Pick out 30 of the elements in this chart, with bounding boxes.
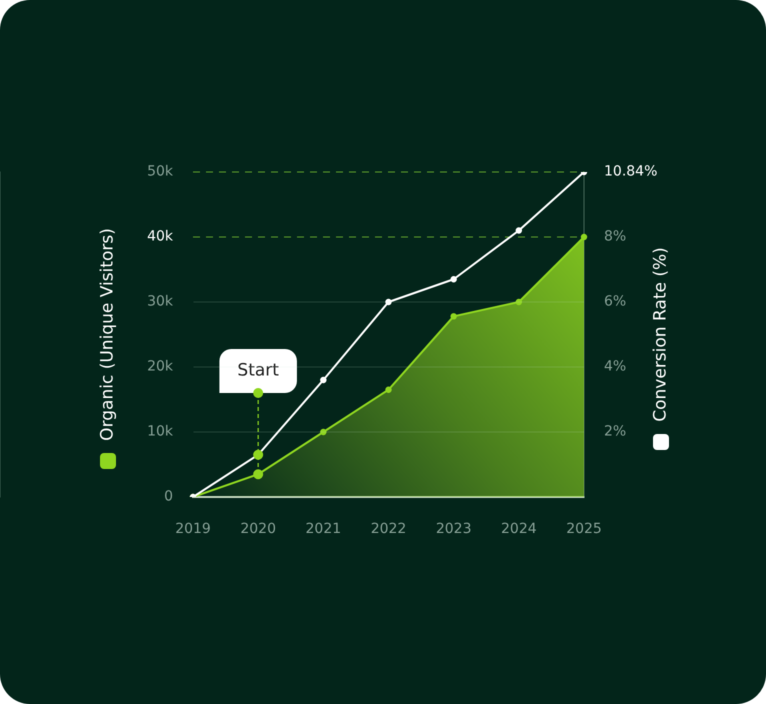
y2-tick-label: 4% bbox=[604, 358, 626, 375]
x-tick-label: 2023 bbox=[436, 521, 472, 538]
x-tick-label: 2021 bbox=[306, 521, 342, 538]
y-tick-label: 30k bbox=[147, 294, 174, 310]
point bbox=[516, 298, 522, 306]
y-tick-label: 40k bbox=[147, 228, 174, 245]
x-tick-label: 2020 bbox=[240, 521, 276, 538]
point bbox=[385, 386, 392, 393]
x-tick-label: 2019 bbox=[175, 521, 211, 538]
y-axis-title: Organic (Unique Visitors) bbox=[97, 228, 118, 441]
y-tick-label: 0 bbox=[164, 488, 173, 505]
x-tick-label: 2022 bbox=[370, 521, 406, 538]
y2-tick-label: 8% bbox=[604, 228, 626, 245]
y2-tick-label: 6% bbox=[604, 294, 626, 310]
y-tick-label: 50k bbox=[147, 164, 174, 180]
x-tick-label: 2025 bbox=[566, 521, 602, 538]
y-tick-label: 20k bbox=[147, 358, 174, 375]
point bbox=[516, 227, 522, 234]
y-tick-label: 10k bbox=[147, 424, 174, 440]
y2-axis-title: Conversion Rate (%) bbox=[650, 247, 670, 422]
annotation: Start bbox=[237, 360, 280, 380]
point bbox=[580, 234, 588, 240]
point bbox=[320, 428, 327, 436]
point bbox=[320, 376, 327, 384]
point bbox=[450, 276, 457, 282]
x-tick-label: 2024 bbox=[501, 521, 537, 538]
point bbox=[450, 313, 457, 320]
point bbox=[385, 298, 392, 306]
y2-tick-label: 2% bbox=[604, 424, 626, 440]
text: 10.84% bbox=[604, 164, 658, 180]
